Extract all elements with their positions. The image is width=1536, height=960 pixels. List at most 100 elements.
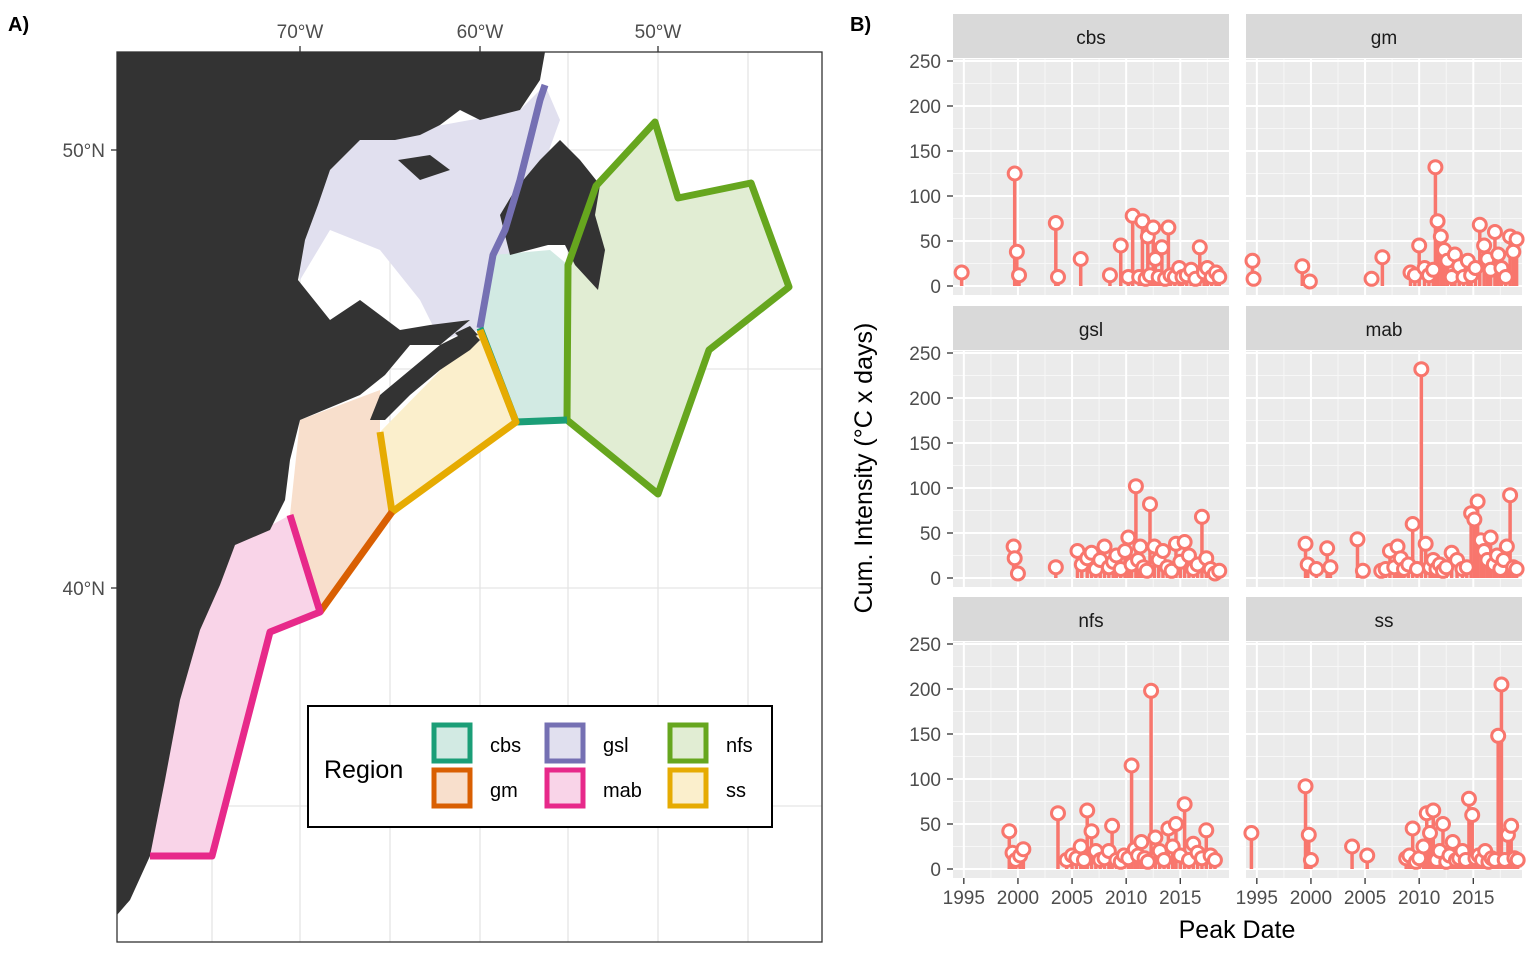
region-ss-border: [376, 328, 520, 516]
region-nfs-border: [563, 118, 793, 498]
facet-strip: [1246, 14, 1522, 58]
lollipop-point: [1244, 252, 1261, 269]
x-axis-title: Peak Date: [1179, 916, 1296, 944]
lollipop-point: [1083, 823, 1100, 840]
lollipop-point: [1503, 817, 1520, 834]
y-tick-label: 0: [930, 277, 941, 298]
lollipop-point: [1354, 562, 1371, 579]
lollipop-point: [1123, 757, 1140, 774]
x-tick-label: 2015: [1452, 888, 1494, 909]
legend-key-ss: [667, 767, 709, 809]
y-tick-label: 0: [930, 569, 941, 590]
x-tick-label: 2005: [1344, 888, 1386, 909]
y-tick-label: 200: [909, 97, 941, 118]
lollipop-point: [1466, 511, 1483, 528]
lollipop-point: [1415, 838, 1432, 855]
y-tick-label: 150: [909, 142, 941, 163]
legend-key-gm: [431, 767, 473, 809]
lollipop-point: [1482, 529, 1499, 546]
lollipop-point: [1160, 219, 1177, 236]
lollipop-point: [1467, 260, 1484, 276]
legend-key-gsl: [544, 722, 586, 764]
y-tick-label: 50: [920, 524, 941, 545]
land-newfoundland: [500, 140, 605, 290]
facet-gm: gm: [1244, 14, 1525, 295]
lollipop-point: [1132, 538, 1149, 555]
facet-strip: [953, 597, 1229, 641]
y-tick-label: 250: [909, 52, 941, 73]
panel-b-label: B): [850, 14, 871, 36]
facet-nfs: nfs 0 50 100 150 200 250 1995 2000 2005 2010 2015: [909, 597, 1229, 909]
legend-key-cbs: [431, 722, 473, 764]
region-mab: [150, 515, 320, 856]
y-tick-label: 250: [909, 344, 941, 365]
land-mass: [117, 52, 545, 915]
lollipop-point: [1198, 822, 1215, 839]
lollipop-point: [1490, 727, 1507, 744]
lat-tick-label: 50°N: [63, 141, 105, 162]
map-frame: [116, 51, 823, 943]
lollipop-point: [1505, 243, 1522, 260]
facet-strip-label: cbs: [1076, 28, 1106, 49]
lollipop-point: [1425, 261, 1442, 278]
region-gm-border: [317, 509, 395, 615]
lollipop-point: [1417, 535, 1434, 552]
lollipop-point: [1349, 531, 1366, 548]
lollipop-point: [1001, 823, 1018, 840]
legend-label-mab: mab: [603, 780, 642, 802]
lollipop-point: [1301, 273, 1318, 290]
lollipop-point: [1434, 816, 1451, 832]
y-tick-label: 150: [909, 434, 941, 455]
y-axis-title: Cum. Intensity (°C x days): [850, 323, 878, 614]
x-tick-label: 2010: [1105, 888, 1147, 909]
lollipop-point: [1508, 231, 1525, 248]
lollipop-point: [1243, 825, 1260, 841]
facet-mab: mab: [1246, 306, 1525, 587]
legend-label-ss: ss: [726, 780, 746, 802]
lollipop-point: [1143, 682, 1160, 699]
region-mab-border: [150, 513, 324, 860]
lollipop-point: [1427, 159, 1444, 176]
lollipop-point: [1117, 543, 1134, 559]
lollipop-point: [1509, 852, 1526, 868]
lollipop-point: [1206, 852, 1223, 868]
lollipop-point: [1245, 270, 1262, 287]
lollipop-point: [1015, 841, 1032, 858]
land-pei: [455, 326, 478, 340]
y-tick-label: 50: [920, 232, 941, 253]
lollipop-point: [1458, 559, 1475, 576]
legend-label-cbs: cbs: [490, 735, 521, 757]
lollipop-point: [1493, 676, 1510, 693]
lollipop-point: [1460, 790, 1477, 807]
lollipop-point: [1297, 535, 1314, 552]
lollipop-point: [1211, 269, 1228, 285]
lollipop-point: [1471, 216, 1488, 233]
lollipop-point: [1101, 267, 1118, 284]
lollipop-point: [1211, 562, 1228, 579]
lon-tick-label: 60°W: [457, 22, 504, 43]
legend-key-nfs: [667, 722, 709, 764]
lollipop-point: [1300, 826, 1317, 843]
facet-plot-area: [1246, 642, 1522, 878]
lollipop-point: [1139, 853, 1156, 870]
lollipop-point: [1308, 561, 1325, 577]
lollipop-point: [1049, 805, 1066, 822]
lollipop-point: [1147, 829, 1164, 846]
legend-label-gm: gm: [490, 780, 518, 802]
lollipop-point: [1497, 269, 1514, 285]
x-tick-label: 2015: [1159, 888, 1201, 909]
facet-strip-label: gm: [1371, 28, 1397, 49]
x-tick-label: 2000: [997, 888, 1039, 909]
lollipop-point: [1464, 807, 1481, 823]
lollipop-point: [1359, 847, 1376, 864]
y-tick-label: 0: [930, 860, 941, 881]
facet-strip-label: gsl: [1079, 320, 1103, 341]
lollipop-point: [1075, 852, 1092, 868]
lollipop-point: [1112, 237, 1129, 254]
y-tick-label: 250: [909, 635, 941, 656]
region-ss: [380, 330, 516, 512]
lollipop-point: [1498, 538, 1515, 555]
lollipop-point: [1429, 213, 1446, 230]
lollipop-point: [1294, 258, 1311, 275]
lollipop-point: [1438, 559, 1455, 576]
